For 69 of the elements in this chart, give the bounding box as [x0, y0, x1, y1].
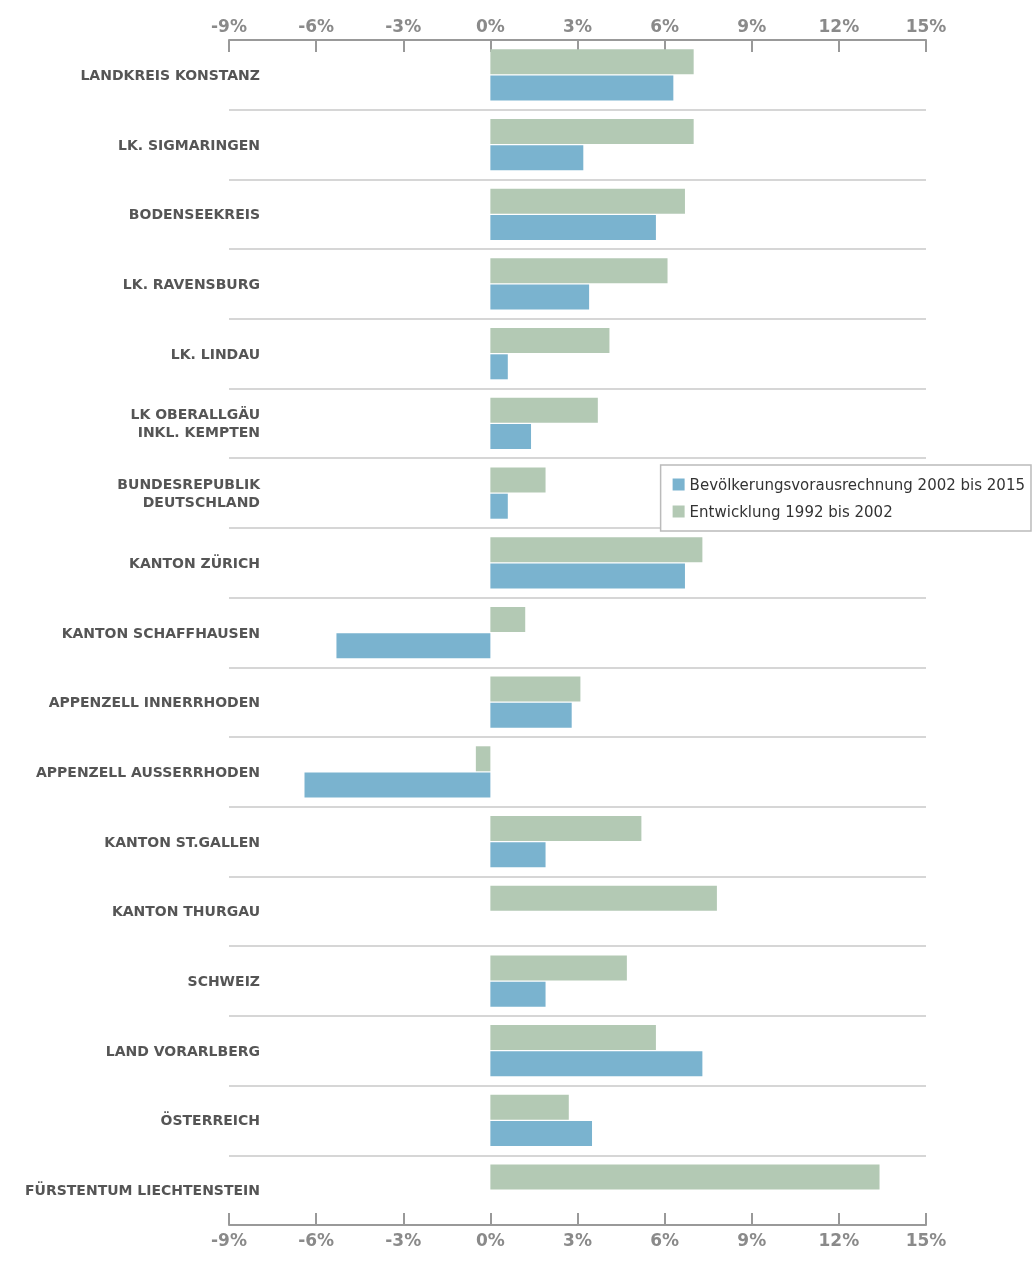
bar: [490, 815, 642, 841]
bar: [490, 1025, 656, 1051]
bar: [490, 493, 508, 519]
x2-tick-label: -6%: [298, 15, 335, 36]
x-tick-label: 3%: [563, 1229, 592, 1250]
x2-tick-label: 0%: [475, 15, 505, 36]
y-tick-label: APPENZELL INNERRHODEN: [48, 694, 260, 711]
legend-label: Entwicklung 1992 bis 2002: [689, 502, 893, 521]
x2-tick-label: 15%: [905, 15, 947, 36]
bar: [490, 75, 674, 101]
bar: [490, 1094, 569, 1120]
bar: [304, 772, 491, 798]
y-tick-label: ÖSTERREICH: [160, 1111, 260, 1129]
x-tick-label: 9%: [737, 1229, 767, 1250]
y-tick-label: LK. LINDAU: [170, 345, 260, 362]
x-tick-label: -6%: [298, 1229, 335, 1250]
x-tick-label: 0%: [475, 1229, 505, 1250]
bar: [490, 258, 668, 284]
bar: [490, 188, 685, 214]
x-tick-label: 6%: [650, 1229, 680, 1250]
bar: [490, 1121, 593, 1147]
bar: [490, 606, 526, 632]
x2-tick-label: 12%: [818, 15, 860, 36]
y-tick-label: KANTON ST.GALLEN: [104, 833, 260, 850]
y-tick-label: FÜRSTENTUM LIECHTENSTEIN: [25, 1181, 260, 1199]
y-tick-label: KANTON ZÜRICH: [129, 553, 260, 571]
bar: [490, 955, 627, 981]
bar: [490, 981, 546, 1007]
y-tick-label: LK. RAVENSBURG: [122, 275, 260, 292]
bar: [490, 214, 656, 240]
bar: [336, 633, 491, 659]
bar: [490, 1164, 880, 1190]
x-tick-label: -3%: [385, 1229, 422, 1250]
bar: [490, 424, 532, 450]
x2-tick-label: 6%: [650, 15, 680, 36]
y-tick-label: BUNDESREPUBLIK DEUTSCHLAND: [117, 476, 262, 511]
x2-tick-label: -3%: [385, 15, 422, 36]
bar: [490, 467, 546, 493]
x-tick-label: 15%: [905, 1229, 947, 1250]
x2-tick-label: 3%: [563, 15, 592, 36]
bar: [490, 145, 584, 171]
y-tick-label: KANTON SCHAFFHAUSEN: [61, 624, 260, 641]
bar: [490, 702, 572, 728]
y-tick-label: SCHWEIZ: [187, 973, 260, 990]
bar: [490, 284, 590, 310]
x-tick-label: 12%: [818, 1229, 860, 1250]
legend-label: Bevölkerungsvorausrechnung 2002 bis 2015: [689, 475, 1025, 494]
bar: [490, 563, 685, 589]
y-tick-label: KANTON THURGAU: [111, 903, 260, 920]
bar: [490, 885, 717, 911]
y-tick-label: LK OBERALLGÄU INKL. KEMPTEN: [130, 406, 260, 441]
y-tick-label: BODENSEEKREIS: [128, 206, 260, 223]
bar: [490, 354, 508, 380]
y-tick-label: APPENZELL AUSSERRHODEN: [35, 763, 260, 780]
y-tick-label: LANDKREIS KONSTANZ: [80, 66, 260, 83]
x2-tick-label: -9%: [211, 15, 247, 36]
y-tick-label: LAND VORARLBERG: [105, 1042, 260, 1059]
bar: [490, 49, 694, 75]
x2-tick-label: 9%: [737, 15, 767, 36]
bar: [490, 1051, 703, 1077]
bar: [490, 842, 546, 868]
bar: [490, 118, 694, 144]
x-tick-label: -9%: [211, 1229, 247, 1250]
bar: [490, 537, 703, 563]
bar: [490, 397, 598, 423]
bar: [490, 676, 581, 702]
y-tick-label: LK. SIGMARINGEN: [118, 136, 260, 153]
bar: [475, 746, 491, 772]
bar: [490, 328, 610, 354]
